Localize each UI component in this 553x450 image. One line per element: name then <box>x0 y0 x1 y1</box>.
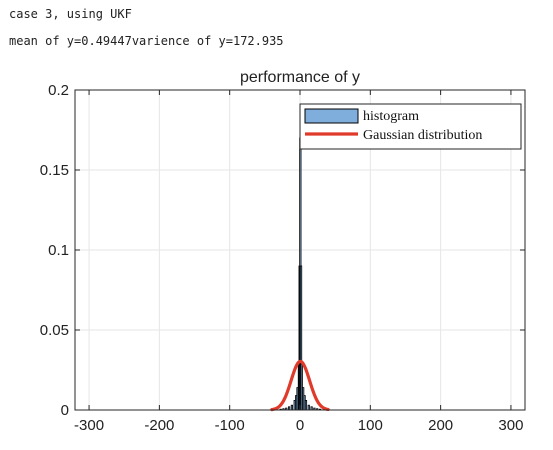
y-tick-label: 0.05 <box>40 322 69 339</box>
console-line-case: case 3, using UKF <box>9 7 132 21</box>
x-tick-label: 100 <box>358 417 383 434</box>
histogram-bar <box>307 404 310 411</box>
y-tick-label: 0 <box>61 402 69 419</box>
histogram-bar <box>290 404 294 411</box>
x-tick-label: -100 <box>215 417 245 434</box>
legend-gaussian-label: Gaussian distribution <box>363 128 482 143</box>
y-tick-label: 0.15 <box>40 162 69 179</box>
x-tick-label: 0 <box>296 417 304 434</box>
x-tick-label: 200 <box>428 417 453 434</box>
legend: histogram Gaussian distribution <box>299 103 522 150</box>
axis-ticks: -300 -200 -100 0 100 200 300 0 0.05 0.1 0.15 0.2 <box>40 82 525 434</box>
gaussian-curve <box>270 359 330 412</box>
legend-histogram-swatch <box>304 108 359 124</box>
y-tick-label: 0.2 <box>48 82 69 99</box>
legend-histogram-label: histogram <box>363 109 419 124</box>
x-tick-label: -300 <box>74 417 104 434</box>
x-tick-label: -200 <box>144 417 174 434</box>
y-tick-label: 0.1 <box>48 242 69 259</box>
x-tick-label: 300 <box>498 417 523 434</box>
histogram-bar <box>304 399 308 411</box>
console-line-stats: mean of y=0.49447varience of y=172.935 <box>9 34 284 48</box>
chart-title: performance of y <box>240 69 360 86</box>
